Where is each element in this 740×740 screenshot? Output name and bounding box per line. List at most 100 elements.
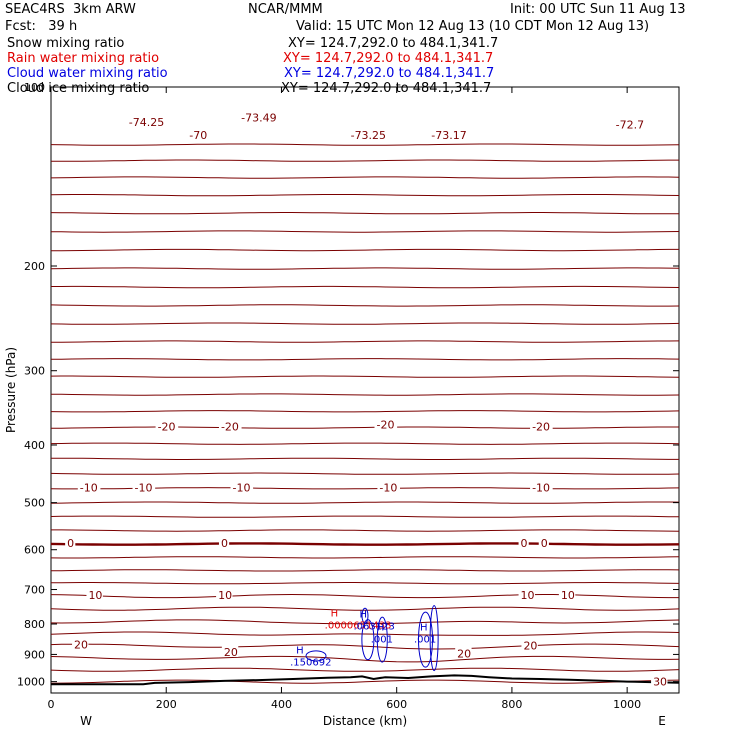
y-tick-label: 700: [24, 584, 45, 597]
extremum-value: .150692: [290, 658, 331, 669]
forecast-hour: Fcst: 39 h: [5, 19, 78, 34]
temperature-label-bg: [558, 588, 576, 601]
temperature-contour: [51, 529, 680, 532]
temperature-label: 20: [523, 640, 537, 653]
temperature-label-bg: [239, 110, 281, 123]
center-name: NCAR/MMM: [248, 2, 323, 17]
y-tick-label: 1000: [17, 676, 45, 689]
temperature-label: -70: [189, 129, 207, 142]
x-tick-label: 200: [156, 698, 177, 711]
east-label: E: [658, 714, 666, 728]
field-rain-name: Rain water mixing ratio: [7, 51, 160, 66]
cloud-water-contour: [361, 607, 369, 624]
temperature-label-bg: [377, 480, 401, 493]
temperature-contour: [50, 375, 680, 378]
temperature-label: -73.25: [351, 129, 386, 142]
cloud-water-contour: [305, 650, 327, 662]
temperature-label-bg: [538, 536, 549, 549]
temperature-label-bg: [187, 128, 210, 141]
temperature-label-bg: [651, 674, 668, 687]
temperature-contour: [50, 582, 680, 585]
temperature-label-bg: [155, 419, 179, 432]
temperature-label-bg: [518, 536, 529, 549]
temperature-contour: [50, 176, 680, 179]
temperature-contour: [50, 442, 680, 445]
extremum-marker: H: [420, 623, 428, 634]
valid-time: Valid: 15 UTC Mon 12 Aug 13 (10 CDT Mon …: [296, 19, 650, 34]
temperature-label-bg: [221, 644, 239, 657]
temperature-label: 20: [224, 646, 238, 659]
temperature-label-bg: [613, 117, 649, 130]
temperature-contour: [50, 679, 680, 684]
temperature-contour: [50, 606, 680, 611]
temperature-contour: [50, 542, 680, 546]
x-tick-label: 800: [501, 698, 522, 711]
temperature-label-bg: [530, 480, 553, 493]
x-tick-label: 600: [386, 698, 407, 711]
temperature-contour: [50, 643, 680, 650]
field-cloud-water-name: Cloud water mixing ratio: [7, 66, 168, 81]
y-axis-title: Pressure (hPa): [4, 347, 18, 433]
temperature-contour: [50, 667, 680, 672]
y-tick-label: 500: [24, 497, 45, 510]
extremum-value: .001: [414, 635, 436, 646]
temperature-label: -72.7: [616, 118, 644, 131]
extremum-marker: H: [331, 608, 339, 619]
temperature-label-bg: [348, 128, 390, 141]
temperature-label: 20: [74, 639, 88, 652]
temperature-contour: [50, 410, 680, 413]
temperature-label: 0: [541, 537, 548, 550]
temperature-contour: [51, 457, 679, 460]
temperature-label-bg: [455, 646, 472, 659]
temperature-label-bg: [86, 588, 103, 601]
temperature-contour: [50, 230, 680, 233]
temperature-label: 30: [653, 675, 667, 688]
temperature-contour: [50, 212, 679, 215]
cloud-water-contour: [417, 611, 433, 668]
temperature-contour: [50, 631, 680, 636]
temperature-contour: [50, 194, 680, 197]
extremum-marker: H: [296, 646, 304, 657]
plot-frame: [50, 86, 680, 694]
temperature-label-bg: [521, 638, 538, 651]
field-cloud-ice-xy: XY= 124.7,292.0 to 484.1,341.7: [281, 81, 492, 96]
temperature-contour: [51, 285, 680, 289]
extremum-value: .0000651433: [325, 620, 392, 631]
temperature-label: 10: [218, 589, 232, 602]
temperature-label: -20: [221, 421, 239, 434]
temperature-contour: [50, 569, 680, 572]
temperature-contour: [50, 304, 680, 307]
temperature-label-bg: [230, 480, 254, 493]
y-tick-label: 800: [24, 618, 45, 631]
temperature-label: -73.49: [241, 112, 276, 125]
temperature-label: -10: [379, 481, 397, 494]
temperature-contour: [51, 340, 680, 343]
temperature-contour: [50, 358, 680, 361]
init-time: Init: 00 UTC Sun 11 Aug 13: [510, 2, 686, 17]
cloud-water-contour: [376, 616, 388, 663]
temperature-label: -10: [135, 481, 153, 494]
y-tick-label: 100: [24, 81, 45, 94]
temperature-label: -20: [377, 419, 395, 432]
temperature-label-bg: [65, 536, 76, 549]
field-snow-xy: XY= 124.7,292.0 to 484.1,341.7: [288, 36, 499, 51]
x-axis-title: Distance (km): [323, 714, 407, 728]
temperature-label-bg: [126, 115, 168, 128]
temperature-label-bg: [218, 419, 242, 432]
temperature-contour: [50, 487, 680, 490]
temperature-label-bg: [429, 128, 471, 141]
temperature-label: -20: [158, 421, 176, 434]
temperature-label: -20: [532, 421, 550, 434]
temperature-contour: [50, 472, 680, 475]
temperature-contour: [50, 515, 680, 518]
temperature-label: -10: [532, 481, 550, 494]
field-cloud-ice-name: Cloud ice mixing ratio: [7, 81, 150, 96]
west-label: W: [80, 714, 92, 728]
temperature-label-bg: [216, 588, 233, 601]
temperature-label-bg: [77, 480, 101, 493]
temperature-contour: [50, 655, 680, 663]
temperature-contour: [50, 593, 679, 599]
temperature-contour: [51, 426, 679, 429]
y-tick-label: 200: [24, 260, 45, 273]
